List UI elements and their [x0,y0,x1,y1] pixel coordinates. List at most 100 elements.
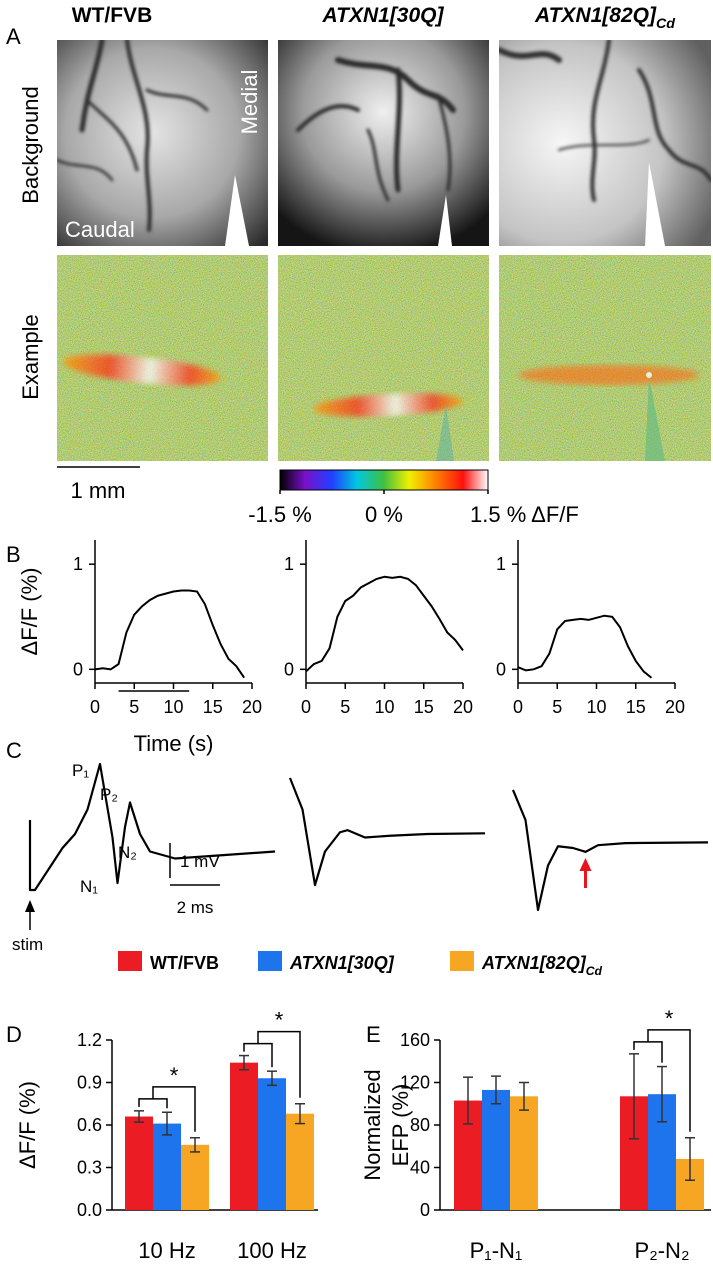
x-tick-label: 100 Hz [237,1238,307,1263]
panel-label: A [6,24,21,49]
x-tick-label: 20 [242,697,262,717]
colorbar-tick-label: 1.5 % ΔF/F [470,502,579,527]
path-shape [145,88,209,112]
trace-label: stim [12,935,43,954]
background-image [499,40,711,246]
g-shape [296,57,456,202]
y-axis-label: ΔF/F (%) [15,1081,40,1169]
y-tick-label: 120 [400,1073,430,1093]
scale-bar-label: 2 ms [177,898,214,917]
column-header-base: ATXN1[30Q] [322,4,445,27]
path-shape [394,67,402,193]
marker-arrow-head [579,858,592,871]
path-shape [499,47,562,63]
colorbar-tick-label: 0 % [365,502,403,527]
example-image [499,255,711,461]
line [305,575,464,673]
x-tick-label: 10 [163,697,183,717]
bar [230,1062,258,1210]
row-label: Background [18,86,43,203]
legend-swatch [118,951,142,971]
column-header: WT/FVB [72,4,152,27]
g-shape [57,40,209,232]
background-image [278,40,489,246]
significance-label: * [170,1063,179,1088]
x-tick-label: 0 [513,697,523,717]
significance-bracket [138,1086,196,1132]
line [517,614,653,679]
legend-label: WT/FVB [150,953,219,973]
path-shape [590,40,611,202]
x-tick-label: 15 [626,697,646,717]
rect-shape [278,40,489,246]
path-shape [79,40,105,133]
bar [181,1144,209,1210]
background-image: Medial Caudal [57,40,268,246]
significance-label: * [275,1008,284,1033]
rect-shape [57,255,268,461]
y-tick-label: 1 [496,554,506,574]
panel-label: B [6,542,21,567]
panel-label: E [366,1022,381,1047]
path-shape [637,68,711,182]
example-image [57,255,268,461]
polygon-shape [225,175,249,246]
x-tick-label: 5 [129,697,139,717]
x-tick-label: 0 [301,697,311,717]
trace [511,789,709,912]
image-label: Medial [237,70,262,135]
path-shape [85,98,139,172]
y-tick-label: 160 [400,1030,430,1050]
y-tick-label: 0 [284,659,294,679]
stim-arrow-head [25,900,35,912]
path-shape [125,40,152,232]
x-tick-label: 10 Hz [138,1238,195,1263]
y-tick-label: 1 [73,554,83,574]
path-shape [296,104,360,132]
bar [286,1113,314,1210]
column-header-base: WT/FVB [72,4,152,27]
bar [125,1116,153,1210]
x-tick-label: P₁-N₁ [470,1238,523,1263]
column-header: ATXN1[30Q] [322,4,445,27]
y-tick-label: 1.2 [77,1030,102,1050]
path-shape [436,93,452,192]
colorbar-tick-label: -1.5 % [248,502,312,527]
x-tick-label: 20 [453,697,473,717]
trace-label: N₂ [118,843,137,862]
path-shape [366,128,390,202]
significance-label: * [665,1006,674,1031]
y-tick-label: 1 [284,554,294,574]
x-tick-label: P₂-N₂ [635,1238,690,1263]
scale-bar-label: 1 mV [180,852,220,871]
y-tick-label: 0.9 [77,1073,102,1093]
y-tick-label: 0 [496,659,506,679]
legend-swatch [258,951,282,971]
column-header-base: ATXN1[82Q] [534,4,657,27]
rect-shape [278,255,489,461]
x-tick-label: 5 [340,697,350,717]
panel-label: C [6,738,22,763]
trace-label: P₂ [100,785,118,804]
y-axis-label: Normalized [360,1069,385,1180]
y-tick-label: 0 [420,1200,430,1220]
scale-bar-label: 1 mm [71,478,126,503]
significance-bracket [243,1030,301,1098]
row-label: Example [18,314,43,400]
y-tick-label: 0.3 [77,1158,102,1178]
polygon-shape [645,162,665,246]
x-tick-label: 5 [552,697,562,717]
y-tick-label: 40 [410,1158,430,1178]
example-image [278,255,489,461]
image-label: Caudal [65,217,135,242]
column-header: ATXN1[82Q]Cd [534,4,675,32]
significance-bracket [633,1029,691,1132]
y-axis-label: ΔF/F (%) [17,567,42,655]
bar [510,1096,538,1210]
y-axis-label: EFP (%) [388,1084,413,1167]
x-tick-label: 10 [586,697,606,717]
line [94,589,245,679]
y-tick-label: 0 [73,659,83,679]
bar [153,1123,181,1210]
